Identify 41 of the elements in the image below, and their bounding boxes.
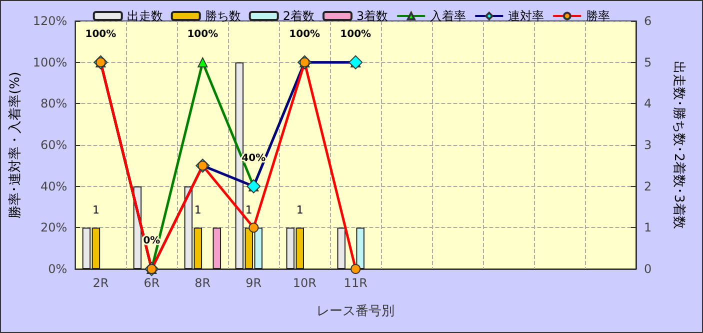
- y2-axis-title: 出走数･勝ち数･2着数･3着数: [671, 61, 687, 229]
- x-axis-title: レース番号別: [316, 304, 395, 319]
- data-label: 1: [92, 204, 100, 217]
- legend-label: 連対率: [508, 9, 544, 23]
- legend-label: 出走数: [126, 9, 163, 23]
- data-label: 1: [194, 204, 202, 217]
- y-tick-label: 20%: [40, 220, 68, 235]
- data-label: 100%: [289, 28, 320, 40]
- data-label: 1: [245, 204, 252, 217]
- y2-tick-label: 1: [644, 220, 652, 235]
- data-label: 100%: [187, 28, 218, 40]
- x-tick-label: 8R: [194, 276, 211, 290]
- x-tick-label: 2R: [92, 276, 109, 290]
- data-label: 100%: [85, 28, 116, 40]
- y-tick-label: 0%: [48, 262, 68, 276]
- x-tick-label: 10R: [292, 276, 316, 290]
- legend-label: 2着数: [282, 9, 315, 23]
- x-tick-label: 9R: [246, 276, 262, 290]
- x-tick-label: 11R: [344, 276, 368, 290]
- legend-label: 勝ち数: [204, 9, 241, 23]
- bar: [212, 228, 222, 269]
- bar: [337, 228, 346, 269]
- y2-tick-label: 2: [644, 179, 652, 194]
- y2-tick-label: 0: [644, 262, 652, 276]
- y-tick-label: 80%: [40, 96, 68, 111]
- legend-label: 勝率: [586, 9, 610, 23]
- y-tick-label: 120%: [32, 14, 68, 28]
- y2-tick-label: 3: [644, 138, 652, 152]
- data-label: 1: [296, 204, 304, 217]
- y-axis-title: 勝率･連対率・入着率(%): [7, 72, 23, 218]
- bar: [356, 228, 364, 269]
- y2-tick-label: 6: [644, 14, 652, 28]
- legend-label: 3着数: [356, 9, 388, 23]
- y-tick-label: 40%: [40, 179, 68, 194]
- y-tick-label: 100%: [32, 55, 68, 70]
- data-label: 100%: [340, 28, 372, 40]
- y2-tick-label: 4: [644, 96, 652, 111]
- y-tick-label: 60%: [40, 138, 68, 152]
- x-tick-label: 6R: [144, 276, 160, 290]
- y2-tick-label: 5: [644, 55, 652, 70]
- legend-label: 入着率: [430, 9, 466, 23]
